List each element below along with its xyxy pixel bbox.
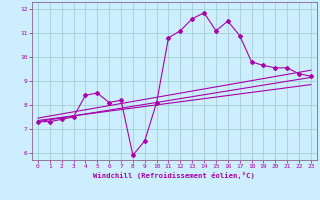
X-axis label: Windchill (Refroidissement éolien,°C): Windchill (Refroidissement éolien,°C) xyxy=(93,172,255,179)
